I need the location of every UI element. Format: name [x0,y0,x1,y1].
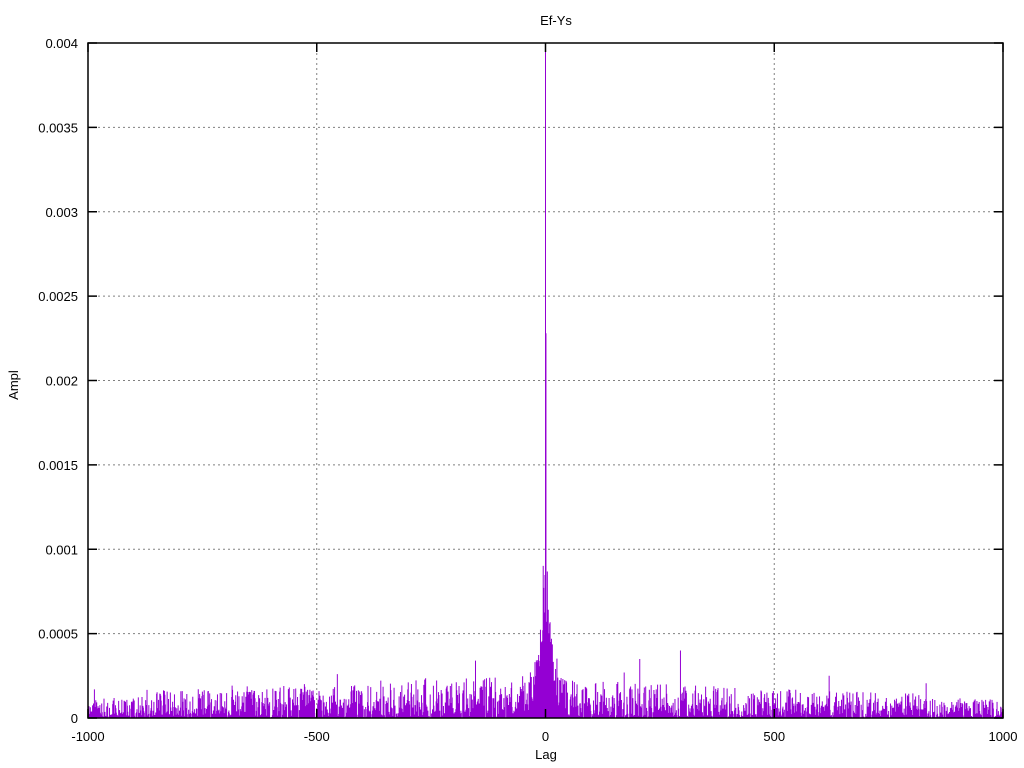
y-tick-label: 0.002 [45,374,78,389]
x-tick-label: -500 [304,729,330,744]
y-tick-label: 0.004 [45,36,78,51]
axis-ticks [87,42,1004,719]
chart-title: Ef-Ys [540,13,572,28]
y-tick-label: 0.0035 [38,120,78,135]
y-tick-label: 0.0005 [38,627,78,642]
y-tick-label: 0.0025 [38,289,78,304]
x-tick-label: 500 [763,729,785,744]
x-tick-labels: -1000 -500 0 500 1000 [71,729,1017,744]
y-axis-label: Ampl [6,370,21,400]
x-tick-label: 0 [542,729,549,744]
y-tick-labels: 0 0.0005 0.001 0.0015 0.002 0.0025 0.003 0.0035… [38,36,78,726]
y-tick-label: 0.0015 [38,458,78,473]
x-tick-label: -1000 [71,729,104,744]
y-tick-label: 0.001 [45,542,78,557]
y-tick-label: 0.003 [45,205,78,220]
x-axis-label: Lag [535,747,557,762]
x-tick-label: 1000 [989,729,1018,744]
y-tick-label: 0 [71,711,78,726]
